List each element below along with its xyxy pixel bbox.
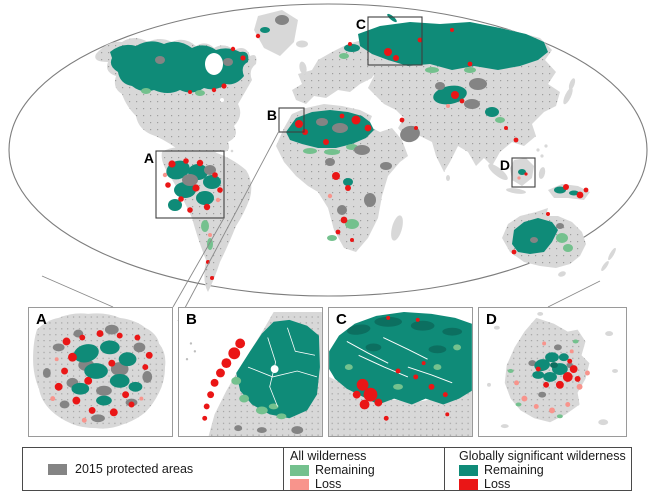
madagascar (391, 215, 403, 241)
map-region-box-c (367, 16, 423, 66)
iceland (296, 40, 308, 48)
inset-panel-a: A (28, 307, 173, 437)
british-isles (299, 61, 307, 75)
continent-europe (292, 40, 378, 104)
inset-label-b: B (186, 311, 197, 328)
global-loss-swatch (459, 478, 478, 490)
inset-map-c (329, 311, 472, 436)
congo-wilderness (343, 178, 353, 186)
caribbean-island (230, 149, 234, 153)
world-map: A B C D (8, 3, 648, 297)
inset-label-d: D (486, 311, 497, 328)
inset-panel-d: D (478, 307, 627, 437)
inset-label-a: A (36, 311, 47, 328)
global-remaining-label: Remaining (484, 463, 544, 477)
map-region-label-d: D (500, 157, 510, 173)
java (506, 188, 526, 194)
global-wilderness-remaining-row: Remaining (459, 463, 631, 477)
all-wilderness-loss-row: Loss (290, 477, 444, 491)
sri-lanka (446, 175, 450, 181)
map-region-label-a: A (144, 150, 154, 166)
inset-panel-b: B (178, 307, 323, 437)
map-region-label-b: B (267, 107, 277, 123)
all-remaining-swatch (290, 464, 309, 476)
siberia-taiga (358, 22, 548, 70)
philippines-3 (544, 144, 548, 148)
new-guinea-wilderness (554, 186, 566, 194)
global-wilderness-loss-row: Loss (459, 477, 631, 491)
japan-north (568, 78, 576, 90)
great-lakes (220, 98, 224, 102)
inset-map-a (33, 313, 166, 429)
all-wilderness-title: All wilderness (290, 449, 367, 463)
arctic-island-wilderness (387, 13, 397, 23)
japan (563, 87, 573, 105)
all-remaining-label: Remaining (315, 463, 375, 477)
greenland-wilderness (260, 27, 270, 33)
protected-areas-swatch (48, 463, 67, 475)
global-wilderness-title: Globally significant wilderness (459, 449, 626, 463)
map-region-box-b (278, 107, 305, 133)
new-zealand-north (608, 247, 616, 261)
all-loss-swatch (290, 478, 309, 490)
borneo-wilderness (518, 169, 526, 175)
inset-map-d (487, 311, 618, 429)
caribbean-island (222, 147, 226, 151)
protected-areas-label: 2015 protected areas (75, 462, 194, 476)
all-wilderness-remaining-row: Remaining (290, 463, 444, 477)
tasmania (558, 271, 566, 277)
australia-outback (512, 218, 558, 254)
legend: 2015 protected areas All wilderness Rema… (22, 447, 632, 491)
sumatra (488, 163, 508, 181)
inset-map-b (185, 311, 322, 436)
new-zealand-south (601, 260, 609, 272)
tibet-wilderness (485, 107, 499, 117)
scandinavia-wilderness (344, 44, 360, 52)
philippines-2 (540, 154, 544, 158)
map-region-box-d (511, 157, 536, 188)
map-region-label-c: C (356, 16, 366, 32)
global-loss-label: Loss (484, 477, 511, 491)
all-loss-label: Loss (315, 477, 342, 491)
global-remaining-swatch (459, 464, 478, 476)
hudson-bay (205, 53, 223, 75)
new-guinea-wilderness-2 (569, 190, 579, 196)
philippines-1 (536, 148, 540, 152)
inset-panel-c: C (328, 307, 473, 437)
all-loss-layer (162, 104, 521, 237)
legend-cell-global-wilderness: Globally significant wilderness Remainin… (444, 448, 631, 491)
inset-label-c: C (336, 311, 347, 328)
central-asia-wilderness (433, 85, 467, 105)
legend-cell-all-wilderness: All wilderness Remaining Loss (283, 448, 444, 491)
sulawesi (538, 167, 546, 179)
legend-cell-protected: 2015 protected areas (23, 448, 283, 490)
